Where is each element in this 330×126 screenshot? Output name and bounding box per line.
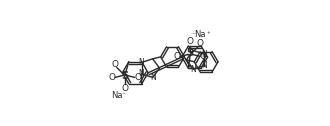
Text: N: N <box>190 65 196 74</box>
Text: ⁻: ⁻ <box>191 30 195 39</box>
Text: N: N <box>201 61 207 70</box>
Text: N: N <box>201 50 207 59</box>
Text: S: S <box>121 71 128 81</box>
Text: N: N <box>139 58 145 67</box>
Text: O: O <box>134 73 141 82</box>
Text: ⁺: ⁺ <box>206 32 210 38</box>
Text: S: S <box>187 49 194 58</box>
Text: O: O <box>187 37 194 46</box>
Text: N: N <box>150 73 155 82</box>
Text: O: O <box>112 60 118 69</box>
Text: Na: Na <box>111 90 123 100</box>
Text: O: O <box>121 84 128 93</box>
Text: N: N <box>139 69 145 78</box>
Text: O: O <box>197 39 204 48</box>
Text: Na: Na <box>194 30 206 39</box>
Text: O: O <box>174 52 181 61</box>
Text: O: O <box>200 52 207 61</box>
Text: ⁻: ⁻ <box>122 90 126 100</box>
Text: O: O <box>109 73 116 82</box>
